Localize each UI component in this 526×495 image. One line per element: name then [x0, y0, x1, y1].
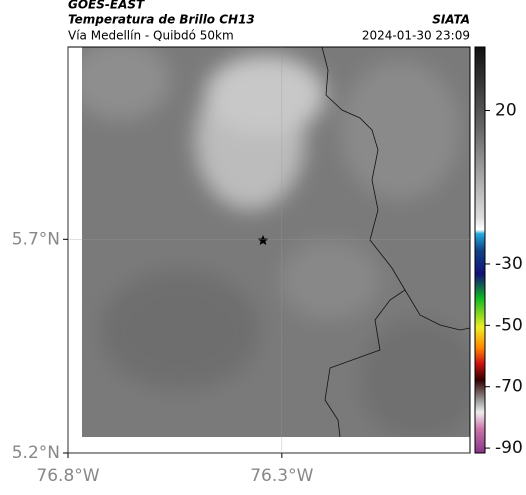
colorbar-tick-label: 20 — [495, 101, 517, 121]
colorbar-tick-label: -70 — [495, 377, 523, 397]
y-tick-label: 5.2°N — [12, 443, 60, 463]
x-tick-label: 76.8°W — [36, 466, 99, 486]
source: SIATA — [432, 13, 470, 27]
border — [321, 46, 406, 438]
satellite-image — [82, 47, 470, 437]
title: GOES-EAST — [68, 0, 145, 12]
x-tick-label: 76.3°W — [250, 466, 313, 486]
subtitle: Temperatura de Brillo CH13 — [68, 13, 255, 27]
colorbar-tick-label: -30 — [495, 254, 523, 274]
location-marker — [257, 235, 269, 245]
border — [404, 289, 471, 331]
region: Vía Medellín - Quibdó 50km — [68, 29, 234, 43]
colorbar — [474, 46, 486, 454]
datetime: 2024-01-30 23:09 — [362, 29, 470, 43]
y-tick-label: 5.7°N — [12, 229, 60, 249]
colorbar-tick-label: -90 — [495, 438, 523, 458]
colorbar-tick-label: -50 — [495, 315, 523, 335]
